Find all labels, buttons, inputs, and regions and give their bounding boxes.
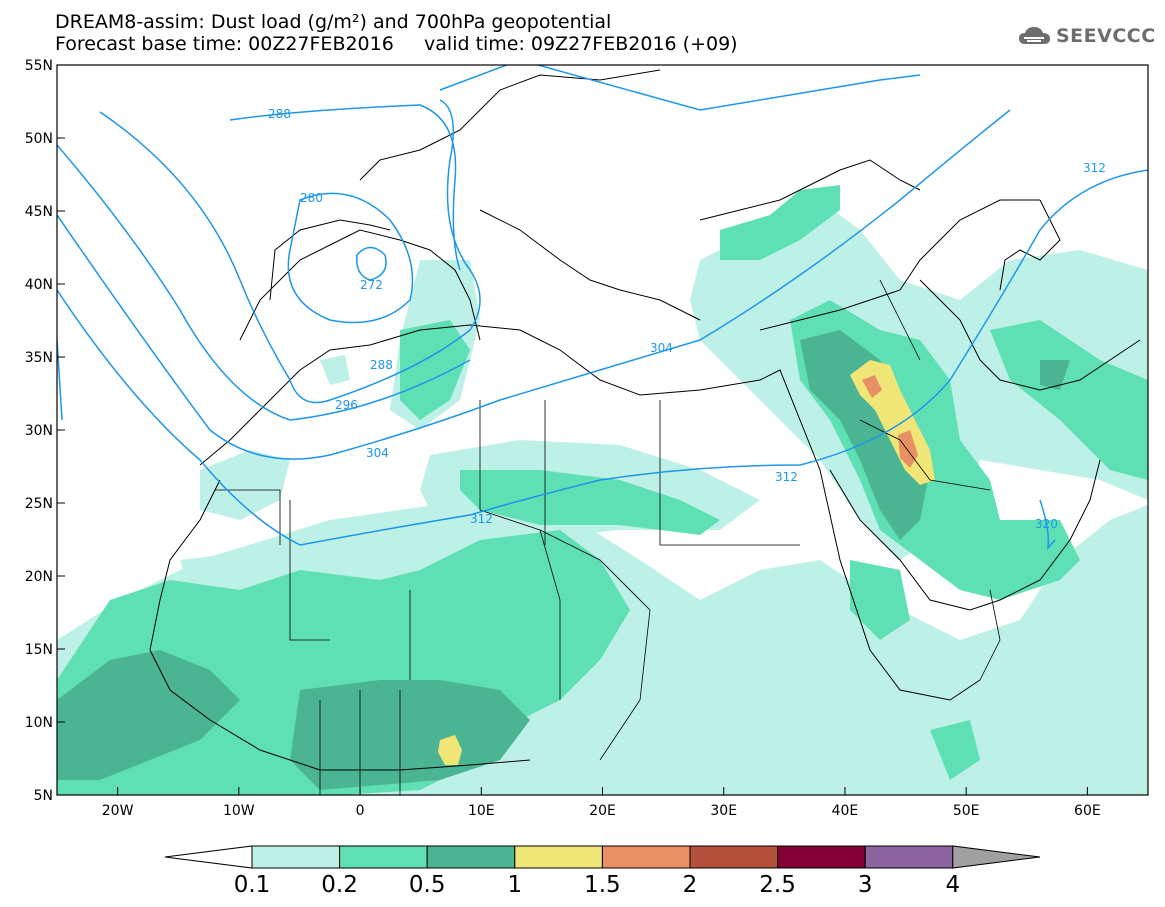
x-tick-label: 20E	[589, 803, 616, 819]
colorbar-swatch	[777, 845, 866, 869]
contour-label-group: 288 280 272 288 296 304 304 312 312 312 …	[268, 107, 1106, 531]
colorbar-swatch	[514, 845, 603, 869]
colorbar-label: 3	[858, 872, 873, 898]
x-tick-label: 60E	[1074, 803, 1101, 819]
coastlines	[149, 69, 1141, 771]
colorbar-under-triangle	[164, 845, 253, 869]
contour-label: 304	[650, 341, 673, 355]
colorbar-label: 1	[507, 872, 522, 898]
contour-label: 312	[470, 512, 493, 526]
cloud-icon	[1019, 27, 1050, 44]
y-tick-label: 15N	[25, 642, 53, 658]
colorbar-swatch	[426, 845, 516, 869]
y-tick-label: 20N	[25, 569, 53, 585]
contour-label: 312	[1083, 161, 1106, 175]
x-tick-label: 40E	[832, 803, 859, 819]
colorbar-over-triangle	[952, 845, 1041, 869]
colorbar-swatch	[251, 845, 341, 869]
y-tick-label: 25N	[25, 496, 53, 512]
colorbar-swatch	[339, 845, 428, 869]
contour-label: 304	[366, 446, 389, 460]
map-title: DREAM8-assim: Dust load (g/m²) and 700hP…	[55, 11, 612, 33]
x-tick-label: 10E	[468, 803, 495, 819]
geopotential-contours	[57, 65, 1148, 551]
contour-label: 320	[1035, 517, 1058, 531]
y-tick-label: 35N	[25, 350, 53, 366]
x-tick-label: 20W	[102, 803, 134, 819]
colorbar-label: 0.2	[321, 872, 358, 898]
contour-label: 312	[775, 470, 798, 484]
colorbar-label: 0.1	[234, 872, 271, 898]
dust-level-dense	[57, 330, 1070, 790]
x-tick-label: 30E	[710, 803, 737, 819]
y-tick-label: 50N	[25, 131, 53, 147]
colorbar: 0.1 0.2 0.5 1 1.5 2 2.5 3 4	[164, 845, 1041, 898]
y-tick-label: 30N	[25, 423, 53, 439]
x-tick-label: 0	[356, 803, 365, 819]
colorbar-swatch	[689, 845, 779, 869]
logo-text: SEEVCCC	[1056, 25, 1156, 47]
contour-label: 288	[268, 107, 291, 121]
colorbar-label: 4	[945, 872, 960, 898]
colorbar-label: 1.5	[584, 872, 621, 898]
country-borders	[215, 279, 1001, 795]
y-tick-label: 10N	[25, 715, 53, 731]
colorbar-label: 2.5	[759, 872, 796, 898]
y-tick-label: 55N	[25, 58, 53, 74]
dust-level-very-heavy	[862, 375, 918, 468]
contour-label: 272	[360, 278, 383, 292]
axis-ticks: 20W 10W 0 10E 20E 30E 40E 50E 60E 55N 50N 45N 40N 35N…	[25, 58, 1101, 819]
seevccc-logo: SEEVCCC	[1018, 24, 1156, 48]
contour-label: 296	[335, 398, 358, 412]
y-tick-label: 45N	[25, 204, 53, 220]
contour-label: 288	[370, 358, 393, 372]
contour-label: 280	[300, 191, 323, 205]
colorbar-swatch	[601, 845, 691, 869]
colorbar-label: 2	[683, 872, 698, 898]
colorbar-label: 0.5	[409, 872, 446, 898]
x-tick-label: 10W	[223, 803, 255, 819]
x-tick-label: 50E	[953, 803, 980, 819]
dust-shading	[57, 185, 1148, 795]
map-subtitle: Forecast base time: 00Z27FEB2016 valid t…	[55, 33, 738, 55]
colorbar-swatch	[864, 845, 954, 869]
y-tick-label: 40N	[25, 277, 53, 293]
y-tick-label: 5N	[34, 788, 53, 804]
